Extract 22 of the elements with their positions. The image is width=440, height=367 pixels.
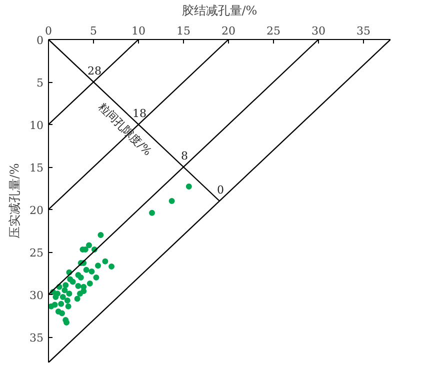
annotation: 8 [181,150,188,162]
y-tick-label: 0 [36,34,44,47]
x-tick-label: 20 [222,24,236,38]
x-tick-label: 15 [176,24,190,38]
y-tick-label: 5 [36,76,44,90]
y-tick-label: 25 [30,246,44,260]
annotation: 0 [217,184,224,196]
x-axis-title: 胶结减孔量/% [182,4,258,18]
annotation: 18 [132,107,146,120]
x-tick-label: 35 [356,24,370,38]
y-axis-title: 压实减孔量/% [8,163,22,239]
annotation: 28 [88,64,102,78]
y-tick-label: 30 [30,289,44,302]
x-tick-label: 25 [266,24,280,38]
y-tick-label: 15 [30,162,44,174]
x-tick-label: 10 [132,24,146,38]
x-tick-label: 30 [312,24,326,38]
x-tick-label: 0 [45,24,52,38]
y-tick-label: 20 [30,204,44,217]
y-tick-label: 10 [30,119,44,132]
y-tick-label: 35 [30,332,44,344]
x-tick-label: 5 [90,24,97,38]
